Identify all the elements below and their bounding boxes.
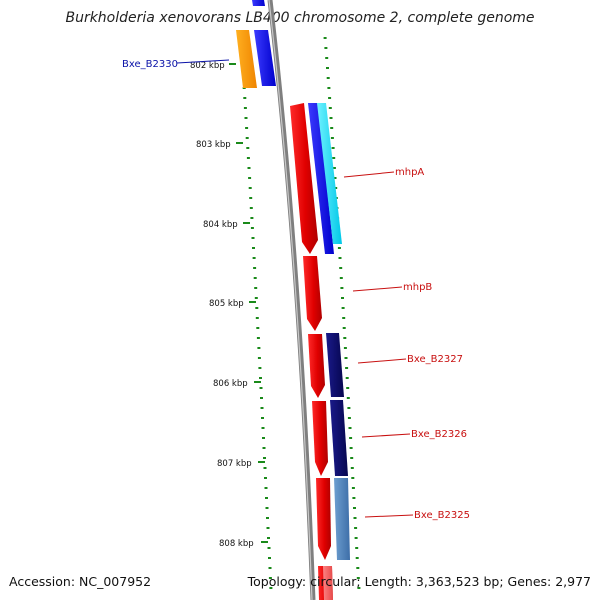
gene-bar-bxe-b2330[interactable]: [236, 30, 257, 88]
kbp-label-805: 805 kbp: [209, 299, 244, 309]
leader-bxe-b2327: [357, 358, 407, 364]
accession-text: Accession: NC_007952: [9, 574, 152, 589]
backbone-highlight: [268, 0, 313, 600]
backbone-arc: [267, 0, 316, 600]
kbp-label-804: 804 kbp: [203, 220, 238, 230]
tick-row-left: [239, 37, 273, 589]
kbp-label-808: 808 kbp: [219, 539, 254, 549]
kbp-major-ticks: [229, 63, 268, 543]
kbp-label-806: 806 kbp: [213, 379, 248, 389]
gene-label-bxe-b2325[interactable]: Bxe_B2325: [414, 510, 470, 521]
kbp-label-807: 807 kbp: [217, 459, 252, 469]
gene-label-bxe-b2326[interactable]: Bxe_B2326: [411, 429, 467, 440]
map-title: Burkholderia xenovorans LB400 chromosome…: [65, 10, 535, 26]
leader-bxe-b2325: [364, 514, 414, 518]
gene-bar-bxe-b2325-steel[interactable]: [334, 478, 350, 560]
gene-bar-blue-top[interactable]: [254, 30, 276, 86]
gene-bar-mhpa-cyan[interactable]: [317, 103, 342, 244]
kbp-label-802: 802 kbp: [190, 61, 225, 71]
genome-stats-text: Topology: circular; Length: 3,363,523 bp…: [247, 574, 591, 589]
gene-bar-bxe-b2325[interactable]: [316, 478, 331, 560]
leader-bxe-b2326: [361, 433, 411, 438]
gene-bar-red-bottom-highlight: [323, 566, 333, 600]
gene-bar-blue-top-cap[interactable]: [252, 0, 265, 6]
leader-bxe-b2330: [176, 59, 230, 64]
leader-mhpb: [352, 286, 403, 292]
gene-label-mhpb[interactable]: mhpB: [403, 282, 432, 293]
gene-label-bxe-b2330[interactable]: Bxe_B2330: [122, 59, 178, 70]
gene-bar-mhpa[interactable]: [290, 103, 318, 254]
gene-bar-bxe-b2327[interactable]: [308, 334, 325, 398]
gene-bar-mhpb[interactable]: [303, 256, 322, 331]
gene-label-bxe-b2327[interactable]: Bxe_B2327: [407, 354, 463, 365]
gene-bar-bxe-b2327-navy[interactable]: [326, 333, 344, 397]
gene-bar-mhpa-blue[interactable]: [308, 103, 334, 254]
gene-label-mhpa[interactable]: mhpA: [395, 167, 424, 178]
gene-bar-bxe-b2326[interactable]: [312, 401, 328, 476]
kbp-label-803: 803 kbp: [196, 140, 231, 150]
leader-mhpa: [343, 171, 395, 178]
gene-bar-bxe-b2326-navy[interactable]: [330, 400, 348, 476]
